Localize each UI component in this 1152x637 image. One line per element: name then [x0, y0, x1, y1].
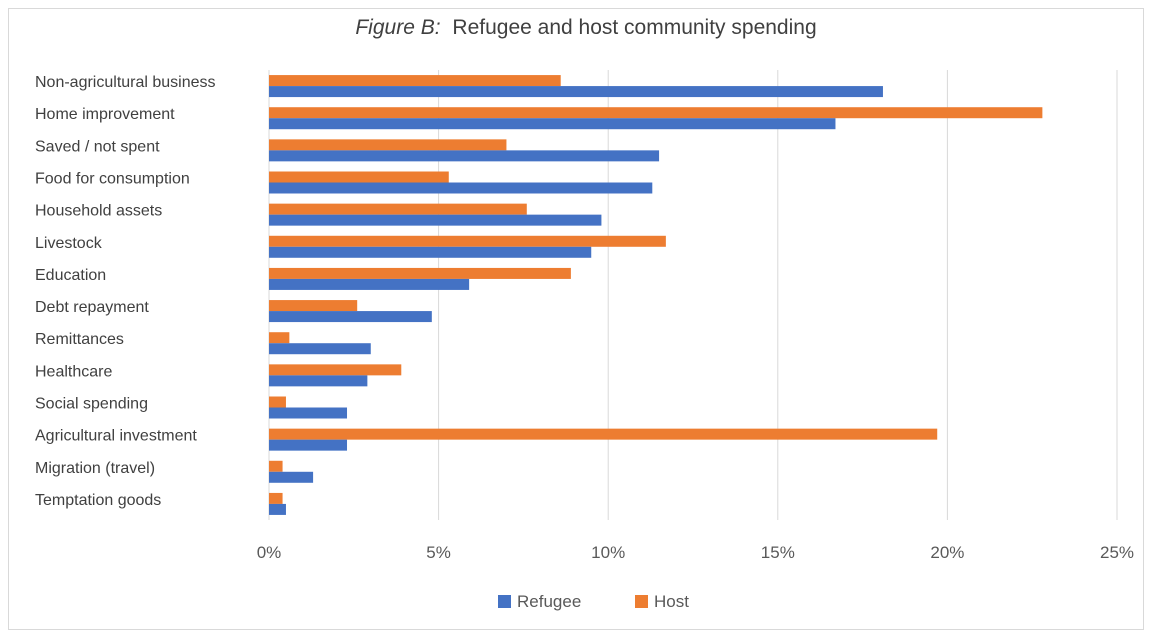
bar-refugee	[269, 278, 470, 290]
legend-swatch-host	[635, 595, 648, 608]
x-tick-label: 10%	[591, 543, 625, 562]
chart-title-prefix: Figure B:	[355, 16, 440, 39]
bar-refugee	[269, 407, 348, 419]
bar-refugee	[269, 118, 836, 130]
x-tick-label: 0%	[257, 543, 282, 562]
category-label: Agricultural investment	[35, 428, 197, 445]
bar-host	[269, 460, 283, 472]
category-label: Education	[35, 267, 106, 284]
bar-host	[269, 267, 571, 279]
chart-title-text: Refugee and host community spending	[452, 16, 816, 39]
category-label: Debt repayment	[35, 299, 149, 316]
category-label: Home improvement	[35, 106, 175, 123]
bar-refugee	[269, 246, 592, 258]
legend-label-host: Host	[654, 592, 689, 611]
bar-refugee	[269, 86, 883, 98]
bar-refugee	[269, 214, 602, 226]
category-label: Healthcare	[35, 363, 112, 380]
bar-host	[269, 75, 561, 87]
bar-refugee	[269, 150, 660, 162]
x-tick-labels: 0% 5% 10% 15% 20% 25%	[257, 543, 1134, 562]
category-label: Migration (travel)	[35, 460, 155, 477]
chart-title: Figure B: Refugee and host community spe…	[355, 16, 816, 39]
x-tick-label: 20%	[930, 543, 964, 562]
bar-refugee	[269, 375, 368, 387]
bar-host	[269, 364, 402, 376]
category-label: Temptation goods	[35, 492, 161, 509]
category-labels: Non-agricultural business Home improvemen…	[35, 74, 216, 509]
bar-refugee	[269, 439, 348, 451]
category-label: Social spending	[35, 396, 148, 413]
gridlines	[268, 70, 1118, 520]
bar-host	[269, 203, 527, 215]
legend-label-refugee: Refugee	[517, 592, 581, 611]
bar-host	[269, 139, 507, 151]
x-tick-label: 25%	[1100, 543, 1134, 562]
legend-swatch-refugee	[498, 595, 511, 608]
bar-host	[269, 235, 666, 247]
bar-host	[269, 107, 1043, 119]
category-label: Food for consumption	[35, 171, 190, 188]
category-label: Remittances	[35, 331, 124, 348]
x-tick-label: 15%	[761, 543, 795, 562]
category-label: Saved / not spent	[35, 138, 160, 155]
bar-refugee	[269, 343, 371, 355]
bar-host	[269, 171, 449, 183]
bar-host	[269, 428, 938, 440]
category-label: Non-agricultural business	[35, 74, 216, 91]
bar-host	[269, 300, 358, 312]
bar-refugee	[269, 503, 286, 515]
x-tick-label: 5%	[426, 543, 451, 562]
bar-host	[269, 396, 286, 408]
bar-refugee	[269, 311, 432, 323]
bar-host	[269, 492, 283, 504]
category-label: Livestock	[35, 235, 103, 252]
bar-refugee	[269, 182, 653, 194]
bars	[269, 75, 1043, 515]
category-label: Household assets	[35, 203, 162, 220]
bar-refugee	[269, 471, 314, 483]
legend: Refugee Host	[498, 592, 689, 611]
bar-host	[269, 332, 290, 344]
